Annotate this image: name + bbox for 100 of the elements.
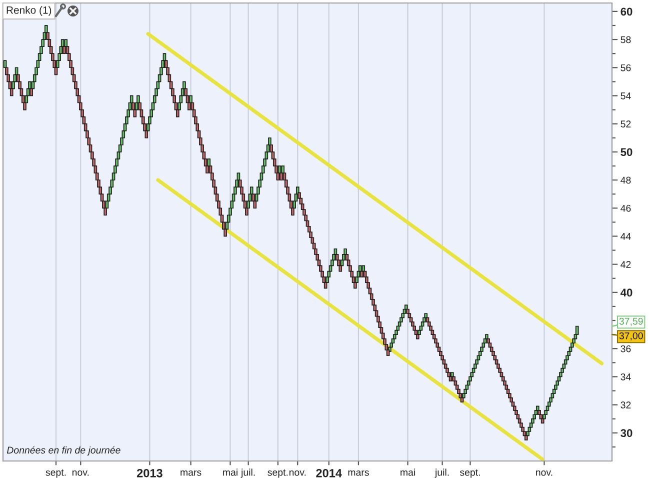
y-tick-label: 46 [620,204,631,212]
candlestick [478,350,482,356]
candlestick [396,326,400,331]
candlestick [448,376,452,382]
candlestick [412,326,416,331]
candlestick [446,368,449,373]
x-tick-label: sept. [268,469,288,478]
x-tick-label: 2013 [136,468,162,478]
candlestick [575,326,579,335]
text: 37,00 [619,332,643,340]
candlestick [501,376,505,382]
candlestick [482,342,486,348]
candlestick [476,355,480,360]
y-tick-label: 58 [620,36,631,44]
candlestick [540,418,544,424]
x-tick-label: sept. [460,469,480,478]
candlestick [401,313,404,318]
x-tick-label: 2014 [316,468,342,478]
candlestick [503,380,506,386]
candlestick [392,334,396,340]
y-tick-label: 34 [620,373,631,380]
candlestick [510,397,513,402]
candlestick [416,334,420,340]
line-series [146,32,604,366]
candlestick [470,372,474,378]
candlestick [468,376,472,382]
x-tick-label: mai [223,468,238,476]
candlestick [532,414,536,420]
x-tick-label: nov. [536,470,552,476]
x-tick-label: mars [180,470,202,476]
candlestick [480,346,484,352]
candlestick [531,418,534,424]
candlestick [554,384,558,390]
candlestick [538,410,541,416]
candlestick [394,330,398,335]
candlestick [493,355,497,360]
candlestick [434,338,438,344]
annotation: Données en fin de journée [6,446,120,456]
candlestick [516,414,520,420]
candlestick [419,326,423,331]
candlestick [404,304,408,310]
x-tick-label: juil. [240,468,255,478]
x-tick-label: mai [400,468,415,476]
candlestick [498,368,502,373]
candlestick [455,384,459,390]
candlestick [549,397,552,402]
candlestick [452,376,456,382]
candlestick [556,380,560,386]
y-tick-label: 52 [620,120,631,128]
x-tick-label: sept. [46,469,66,478]
x-tick-label: nov. [72,470,89,476]
candlestick [457,388,460,394]
candlestick [436,342,440,348]
y-tick-label: 48 [620,176,631,184]
y-tick-label: 40 [620,288,632,297]
candlestick [521,426,524,432]
chart-title: Renko (1) [6,6,52,16]
candlestick [560,368,564,373]
candlestick [465,384,469,390]
candlestick [485,334,488,340]
candlestick [450,372,454,378]
candlestick [547,402,551,407]
y-tick-label: 50 [620,148,632,156]
candlestick [512,406,516,411]
candlestick [504,384,508,390]
x-tick-label: juil. [434,468,449,478]
candlestick [411,321,414,327]
candlestick [400,317,403,322]
y-tick-label: 54 [620,92,631,100]
candlestick [492,350,495,356]
y-tick-label: 32 [620,402,631,408]
y-tick-label: 60 [620,8,632,16]
y-tick-label: 44 [620,233,631,240]
candlestick [520,422,523,428]
candlestick [462,393,466,398]
candlestick [542,414,546,420]
candlestick [566,355,569,360]
candlestick [570,342,574,348]
y-tick-label: 42 [620,261,631,268]
y-tick-label: 30 [620,429,632,438]
candlestick [460,397,464,402]
candlestick [524,435,528,440]
candlestick [572,338,576,344]
candlestick [429,326,432,331]
candlestick [474,364,477,369]
candlestick [496,364,500,369]
candlestick [406,308,410,314]
x-tick-label: mars [348,470,369,476]
candlestick [486,338,490,344]
line-series [156,178,544,461]
x-tick-label: nov. [289,470,306,476]
candlestick [508,393,512,398]
y-tick-label: 36 [620,345,631,352]
candlestick [447,372,451,378]
candlestick [536,406,540,411]
candlestick [440,355,444,360]
text: 37,59 [619,318,643,326]
y-tick-label: 56 [620,64,631,72]
candlestick [514,410,518,416]
candlestick [475,359,478,364]
